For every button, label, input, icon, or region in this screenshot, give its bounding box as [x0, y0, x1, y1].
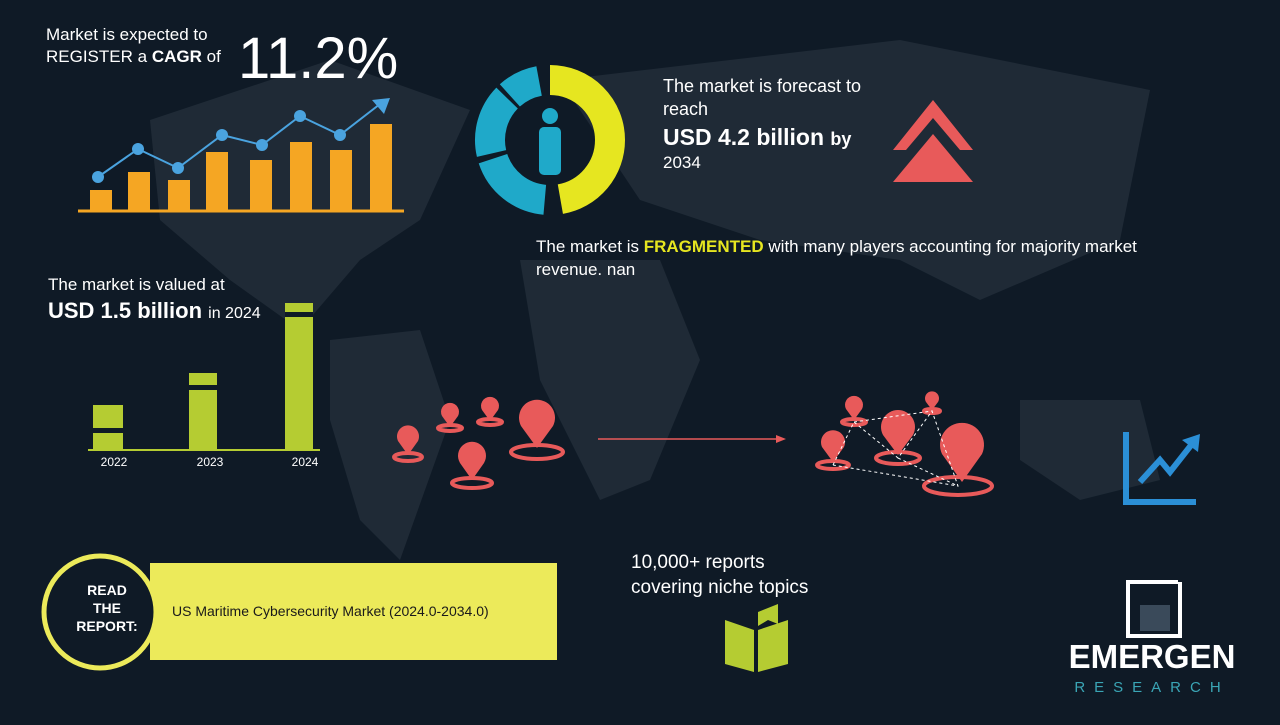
forecast-amount: USD 4.2 billion by	[663, 124, 851, 150]
reports-line1: 10,000+ reports	[631, 552, 765, 573]
year-label: 2022	[101, 455, 128, 469]
logo-sub: RESEARCH	[1074, 679, 1229, 696]
growth-line	[97, 103, 381, 178]
cagr-text: REGISTER a	[46, 47, 148, 66]
valued-bars	[93, 303, 313, 450]
pins	[397, 391, 985, 482]
book-icon	[725, 604, 788, 672]
valued-usd: USD 1.5 billion	[48, 298, 202, 323]
cagr-line2: REGISTER a CAGR of	[46, 47, 221, 66]
trend-arrow	[1182, 434, 1200, 452]
forecast-line2: reach	[663, 99, 708, 119]
forecast-usd: USD 4.2 billion	[663, 124, 824, 150]
logo-map	[1140, 605, 1170, 631]
trend-axis	[1123, 432, 1196, 505]
valued-suffix: in 2024	[208, 305, 261, 322]
forecast-line1: The market is forecast to	[663, 76, 861, 96]
logo-square	[1126, 580, 1182, 638]
year-label: 2023	[197, 455, 224, 469]
read-label: REPORT:	[76, 618, 137, 634]
fragmented-suffix: with many players accounting for majorit…	[767, 237, 1137, 256]
cagr-line1: Market is expected to	[46, 25, 208, 44]
up-chevrons	[893, 100, 973, 182]
logo-name: EMERGEN	[1069, 638, 1236, 675]
fragmented-line1: The market is FRAGMENTED with many playe…	[536, 237, 1137, 256]
fragmented-highlight: FRAGMENTED	[644, 237, 764, 256]
fragmented-prefix: The market is	[536, 237, 639, 256]
report-circle	[41, 553, 159, 671]
forecast-year: 2034	[663, 153, 701, 172]
cagr-of: of	[207, 47, 221, 66]
growth-bars	[90, 124, 392, 210]
valued-amount: USD 1.5 billion in 2024	[48, 298, 261, 323]
person-icon	[539, 108, 561, 175]
read-label: READ	[87, 582, 127, 598]
fragmented-line2: revenue. nan	[536, 260, 635, 279]
growth-dots	[92, 98, 390, 183]
forecast-by: by	[830, 129, 851, 149]
valued-line1: The market is valued at	[48, 275, 225, 294]
trend-line	[1137, 442, 1195, 485]
bar-stripes	[93, 312, 313, 433]
cagr-bold: CAGR	[152, 47, 202, 66]
arrow-head	[776, 435, 786, 443]
cagr-value: 11.2%	[238, 26, 398, 91]
pin-links	[832, 409, 959, 487]
report-banner[interactable]	[150, 563, 557, 660]
read-label: THE	[93, 600, 121, 616]
report-title[interactable]: US Maritime Cybersecurity Market (2024.0…	[172, 603, 489, 619]
reports-line2: covering niche topics	[631, 577, 808, 598]
year-label: 2024	[292, 455, 319, 469]
